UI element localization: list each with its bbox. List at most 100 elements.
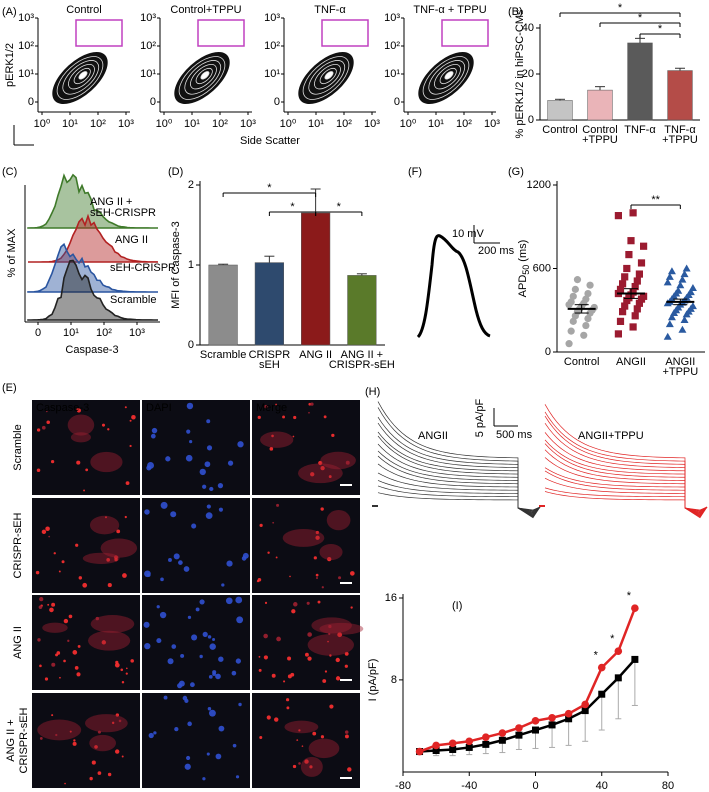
cell-spot (116, 529, 121, 534)
micrograph (142, 693, 250, 788)
data-point (663, 278, 672, 286)
current-trace (544, 443, 708, 515)
data-point (640, 242, 648, 250)
cell-spot (173, 553, 180, 560)
cell-spot (315, 535, 320, 540)
cell-spot (72, 650, 78, 655)
data-point (640, 292, 648, 300)
data-point (432, 741, 440, 750)
cell-body (297, 463, 343, 484)
x-tick-label: -80 (395, 780, 411, 792)
cell-spot (221, 583, 225, 587)
cell-spot (207, 707, 212, 711)
cell-spot (107, 772, 112, 777)
cell-spot (114, 662, 120, 668)
contour-line (178, 56, 226, 100)
gate (197, 19, 245, 47)
data-point (569, 292, 577, 300)
contour-line (195, 67, 213, 85)
cell-spot (72, 741, 77, 746)
contour-line (324, 71, 334, 80)
contour-line (68, 64, 95, 90)
tick-label: 0 (28, 96, 34, 108)
panel-label: (G) (508, 166, 524, 178)
tick-label: 10³ (264, 12, 280, 24)
cell-spot (53, 552, 56, 555)
cell-body (89, 734, 116, 752)
data-point (567, 327, 575, 335)
cell-spot (337, 632, 343, 638)
row-label: ANG II + (5, 719, 17, 762)
cell-spot (150, 433, 156, 439)
cell-spot (296, 739, 299, 741)
cell-spot (199, 468, 206, 476)
data-point (449, 745, 457, 753)
cell-spot (315, 530, 319, 535)
cell-spot (323, 415, 327, 419)
current-trace (377, 455, 541, 514)
gate (441, 19, 489, 47)
data-point (629, 209, 637, 217)
cell-spot (41, 529, 47, 535)
cell-spot (36, 468, 41, 473)
cell-spot (50, 460, 55, 464)
contour-line (200, 71, 210, 80)
bar (547, 100, 573, 121)
micrograph (32, 498, 140, 593)
cell-spot (289, 575, 291, 578)
cell-spot (275, 403, 277, 406)
axis-title-sub: 50 (521, 265, 531, 275)
y-tick-label: 20 (522, 68, 534, 80)
tick-label: 10³ (118, 118, 134, 130)
contour (174, 51, 230, 105)
data-point (619, 308, 627, 316)
cell-spot (130, 659, 134, 663)
row-label: CRISPR-sEH (12, 512, 24, 578)
cell-spot (208, 674, 213, 679)
cell-spot (144, 642, 151, 650)
current-trace (377, 443, 541, 515)
x-tick-label: TNF-α (624, 124, 656, 136)
significance: * (337, 201, 342, 213)
cell-spot (286, 698, 290, 702)
current-trace (544, 457, 708, 514)
data-point (515, 724, 523, 732)
micrograph (252, 400, 360, 495)
tick-label: 10¹ (308, 118, 324, 130)
cell-spot (304, 652, 309, 657)
x-tick-label: 40 (596, 780, 608, 792)
data-point (663, 332, 672, 340)
significance: ** (651, 194, 660, 206)
cell-body (320, 451, 356, 470)
cell-spot (168, 558, 172, 562)
tick-label: 10³ (18, 12, 34, 24)
tick-label: 0 (150, 96, 156, 108)
tick-label: 10¹ (140, 68, 156, 80)
cell-body (42, 622, 68, 633)
data-point (581, 707, 589, 715)
cell-spot (317, 600, 321, 604)
cell-spot (350, 606, 353, 609)
axis-title: % pERK1/2 in hiPSC-CMs (514, 9, 526, 138)
cell-spot (209, 643, 216, 650)
tick-label: 10² (18, 40, 34, 52)
cell-spot (291, 609, 296, 614)
cell-spot (163, 695, 168, 700)
cell-spot (298, 729, 301, 732)
data-point (621, 273, 629, 281)
cell-spot (46, 410, 48, 413)
x-tick-label: sEH (259, 359, 280, 371)
data-point (629, 288, 637, 296)
cell-spot (178, 560, 183, 565)
plot-title: TNF-α + TPPU (413, 4, 486, 16)
cell-spot (204, 461, 211, 468)
cell-spot (242, 552, 249, 559)
cell-spot (263, 633, 268, 639)
cell-spot (160, 501, 168, 509)
cell-spot (231, 670, 237, 676)
contour-line (184, 60, 222, 95)
cell-spot (206, 752, 210, 756)
cell-spot (283, 680, 286, 683)
tick-label: 10³ (364, 118, 380, 130)
cell-spot (258, 668, 262, 672)
